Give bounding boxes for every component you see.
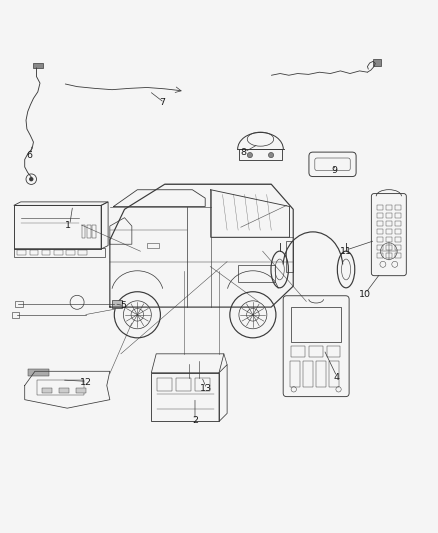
Bar <box>33 62 43 68</box>
Bar <box>373 59 381 66</box>
Bar <box>327 346 340 358</box>
Circle shape <box>268 152 274 158</box>
Bar <box>395 229 401 235</box>
Text: 13: 13 <box>200 384 212 393</box>
Bar <box>66 250 75 255</box>
Bar <box>151 373 219 422</box>
Bar <box>238 265 275 282</box>
Bar <box>29 250 38 255</box>
Bar <box>78 250 87 255</box>
Text: 11: 11 <box>339 247 352 256</box>
Text: 1: 1 <box>65 221 71 230</box>
Bar <box>291 346 305 358</box>
Bar <box>329 361 339 387</box>
Bar <box>14 205 101 249</box>
Text: 12: 12 <box>80 378 92 387</box>
Bar <box>309 346 323 358</box>
Bar <box>386 245 392 251</box>
Bar <box>303 361 313 387</box>
Bar <box>291 307 341 342</box>
Bar <box>147 243 159 248</box>
Bar <box>14 248 106 257</box>
Bar <box>15 301 23 306</box>
Bar <box>286 241 293 272</box>
Text: 8: 8 <box>240 149 246 157</box>
Text: 7: 7 <box>159 98 165 107</box>
Bar <box>395 237 401 243</box>
Bar <box>395 245 401 251</box>
Bar <box>395 221 401 226</box>
Bar <box>17 250 26 255</box>
Text: 9: 9 <box>332 166 338 175</box>
Bar <box>377 205 384 210</box>
Bar <box>377 221 384 226</box>
Bar <box>28 369 49 376</box>
Text: 4: 4 <box>334 373 340 382</box>
Text: 6: 6 <box>26 151 32 160</box>
Bar <box>239 149 282 159</box>
Bar <box>377 213 384 218</box>
Circle shape <box>247 152 253 158</box>
Bar <box>82 225 85 238</box>
Bar <box>38 380 84 395</box>
Circle shape <box>29 177 33 181</box>
Bar <box>12 312 19 318</box>
Bar <box>395 253 401 259</box>
Text: 5: 5 <box>120 301 126 310</box>
Bar <box>194 377 209 391</box>
Text: 10: 10 <box>359 290 371 300</box>
Bar <box>386 237 392 243</box>
Bar <box>316 361 325 387</box>
Bar <box>386 229 392 235</box>
Bar <box>54 250 63 255</box>
Bar <box>386 221 392 226</box>
Bar <box>377 229 384 235</box>
Bar <box>112 300 122 308</box>
Bar <box>157 377 172 391</box>
Bar <box>377 237 384 243</box>
Bar <box>386 205 392 210</box>
Bar <box>290 361 300 387</box>
Bar <box>377 245 384 251</box>
Bar <box>42 387 52 393</box>
Bar <box>386 253 392 259</box>
Bar <box>176 377 191 391</box>
Bar <box>395 205 401 210</box>
Bar <box>377 253 384 259</box>
Bar <box>386 213 392 218</box>
Text: 2: 2 <box>192 416 198 425</box>
Bar <box>76 387 86 393</box>
Bar <box>42 250 50 255</box>
Bar <box>92 225 96 238</box>
Bar <box>395 213 401 218</box>
Bar <box>87 225 91 238</box>
Bar <box>59 387 69 393</box>
